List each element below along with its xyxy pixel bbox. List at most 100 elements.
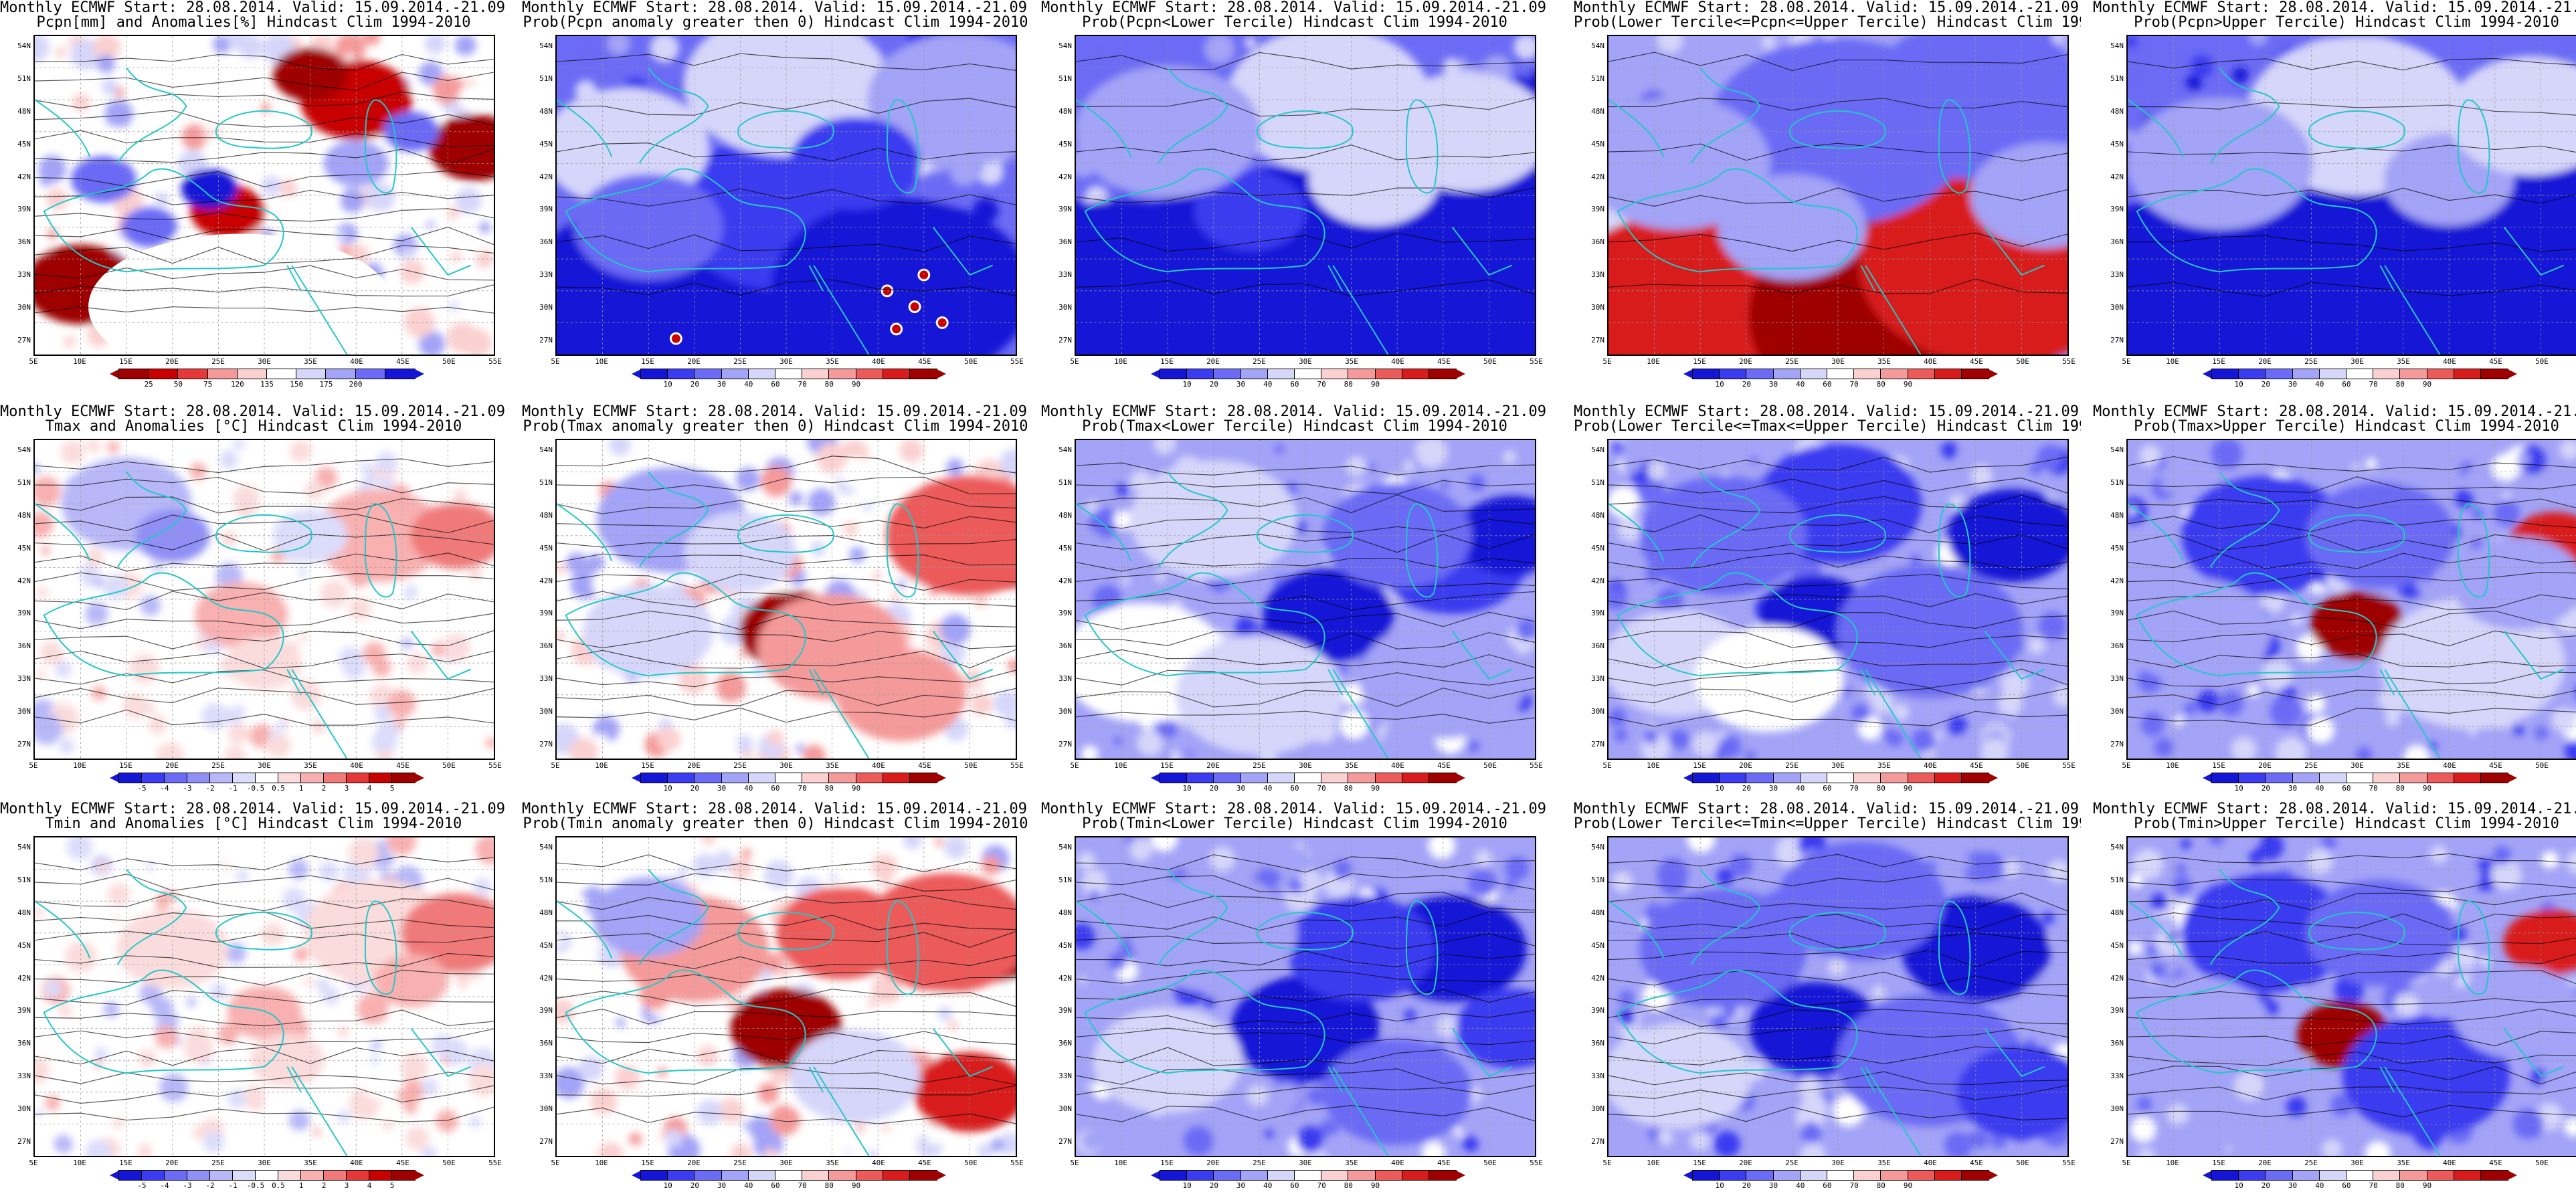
field-speckle	[2489, 726, 2518, 755]
field-speckle	[406, 653, 428, 674]
colorbar-segment	[2238, 773, 2267, 783]
latitude-label: 42N	[17, 576, 31, 585]
isoline	[1076, 144, 1535, 162]
coastline	[410, 226, 472, 276]
colorbar-segment	[209, 773, 234, 783]
isoline	[557, 98, 1016, 116]
isoline	[1608, 456, 2067, 473]
latitude-label: 33N	[539, 674, 553, 684]
field-speckle	[1723, 1005, 1737, 1019]
field-anomaly-region	[2342, 1016, 2510, 1136]
field-speckle	[238, 36, 263, 60]
field-speckle	[349, 597, 372, 621]
field-speckle	[2534, 726, 2549, 740]
latitude-label: 33N	[2110, 674, 2124, 684]
longitude-label: 5E	[1602, 357, 1612, 366]
longitude-label: 55E	[2062, 357, 2076, 366]
longitude-label: 30E	[779, 1159, 793, 1167]
colorbar-ticks: 10 20 30 40 60 70 80 90	[1693, 784, 1989, 793]
colorbar-segment	[207, 369, 238, 379]
field-speckle	[1113, 736, 1122, 746]
latitude-label: 51N	[2110, 74, 2124, 83]
longitude-label: 35E	[2397, 1159, 2410, 1167]
field-speckle	[2565, 738, 2576, 759]
field-speckle	[59, 1004, 72, 1017]
field-speckle	[1416, 440, 1448, 468]
coastline	[116, 472, 187, 568]
isoline	[557, 456, 1016, 475]
field-speckle	[1892, 703, 1910, 721]
colorbar-segment	[1853, 369, 1882, 379]
longitude-label: 15E	[2212, 761, 2225, 770]
colorbar-tick-label: 0.5	[272, 784, 285, 793]
field-speckle	[941, 640, 966, 666]
isoline	[35, 855, 494, 871]
colorbar-segment	[118, 773, 143, 783]
colorbar-segment	[2292, 773, 2320, 783]
field-speckle	[320, 688, 337, 704]
field-speckle	[227, 880, 239, 892]
colorbar-segment	[2345, 773, 2375, 783]
field-speckle	[1657, 1129, 1673, 1146]
field-speckle	[2029, 462, 2042, 475]
field-speckle	[1911, 728, 1936, 752]
colorbar-segment	[1853, 1170, 1882, 1181]
latitude-label: 51N	[1591, 74, 1604, 83]
latitude-label: 42N	[539, 973, 553, 983]
longitude-label: 10E	[1647, 761, 1660, 770]
isoline	[35, 1072, 494, 1084]
longitude-label: 40E	[1924, 357, 1937, 366]
latitude-label: 42N	[2110, 973, 2124, 983]
colorbar-tick-label: 40	[744, 1181, 753, 1190]
field-speckle	[409, 82, 420, 94]
coastline	[43, 969, 284, 1074]
isoline	[2128, 1051, 2576, 1066]
field-speckle	[1285, 1113, 1296, 1123]
field-speckle	[266, 440, 282, 456]
latitude-label: 48N	[17, 106, 31, 116]
field-speckle	[453, 488, 468, 502]
colorbar-segment	[1691, 369, 1721, 379]
colorbar-segment	[1293, 369, 1323, 379]
field-speckle	[808, 488, 836, 516]
longitude-label: 50E	[2016, 357, 2029, 366]
isoline	[1076, 969, 1535, 984]
isoline	[2128, 1104, 2576, 1118]
coastline	[364, 503, 397, 598]
colorbar-segment	[1880, 773, 1909, 783]
coastline	[286, 1066, 348, 1156]
panel-title-line2: Prob(Lower Tercile<=Tmin<=Upper Tercile)…	[1574, 816, 2081, 832]
isoline	[35, 514, 494, 534]
latitude-label: 48N	[539, 106, 553, 116]
colorbar-segment	[1907, 369, 1936, 379]
latitude-label: 27N	[539, 1137, 553, 1146]
field-speckle	[1077, 851, 1096, 870]
colorbar-tick-label: 4	[367, 784, 372, 793]
isoline	[2128, 476, 2576, 493]
field-speckle	[1110, 1099, 1127, 1116]
latitude-label: 48N	[539, 510, 553, 520]
longitude-label: 35E	[1877, 357, 1891, 366]
panel-title-line2: Prob(Lower Tercile<=Pcpn<=Upper Tercile)…	[1574, 15, 2081, 31]
field-speckle	[578, 1056, 604, 1082]
isoline	[1076, 911, 1535, 931]
longitude-label: 35E	[1345, 1159, 1358, 1167]
latitude-label: 33N	[17, 270, 31, 280]
colorbar-tick-label: 10	[663, 1181, 672, 1190]
field-speckle	[739, 649, 748, 658]
field-speckle	[233, 889, 264, 920]
colorbar-tick-label: -1	[228, 784, 238, 793]
panel-title-line2: Prob(Pcpn anomaly greater then 0) Hindca…	[523, 15, 1028, 31]
field-speckle	[829, 873, 838, 882]
latitude-label: 30N	[1591, 707, 1604, 716]
isoline	[2128, 991, 2576, 1005]
latitude-label: 45N	[539, 139, 553, 148]
coastline	[638, 869, 709, 965]
field-speckle	[264, 1086, 288, 1110]
colorbar-segment	[909, 369, 938, 379]
colorbar-segment	[384, 369, 416, 379]
field-speckle	[1800, 1122, 1822, 1143]
isoline	[1608, 1085, 2067, 1100]
longitude-label: 50E	[1483, 761, 1497, 770]
